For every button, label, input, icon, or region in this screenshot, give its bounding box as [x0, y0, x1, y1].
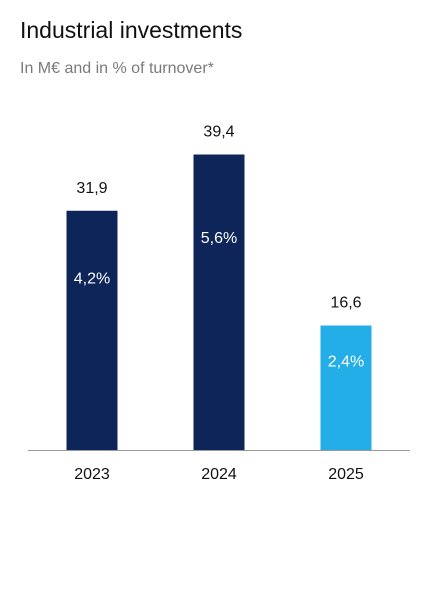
- bars-group: [66, 154, 372, 450]
- x-tick-label-2024: 2024: [201, 466, 237, 483]
- bar-2023: [66, 210, 118, 450]
- percent-label-2023: 4,2%: [74, 271, 110, 288]
- chart-subtitle: In M€ and in % of turnover*: [20, 60, 214, 77]
- value-label-2025: 16,6: [330, 295, 361, 312]
- x-tick-label-2023: 2023: [74, 466, 110, 483]
- value-label-2024: 39,4: [203, 124, 234, 141]
- percent-label-2025: 2,4%: [328, 353, 364, 370]
- chart-title: Industrial investments: [20, 17, 243, 43]
- bar-2024: [193, 154, 245, 450]
- bar-2025: [320, 325, 372, 450]
- labels-group: 31,9 4,2% 2023 39,4 5,6% 2024 16,6 2,4% 2025: [74, 124, 364, 484]
- x-tick-label-2025: 2025: [328, 466, 364, 483]
- percent-label-2024: 5,6%: [201, 230, 237, 247]
- value-label-2023: 31,9: [76, 180, 107, 197]
